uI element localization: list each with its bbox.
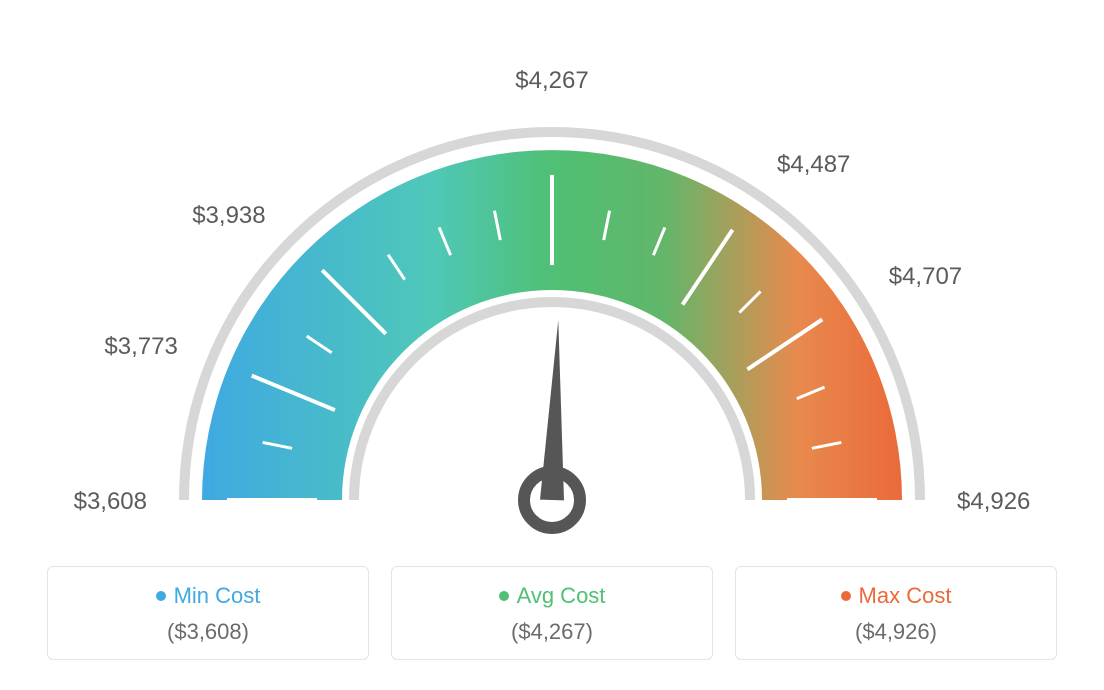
legend-title-max: Max Cost <box>736 583 1056 609</box>
legend-row: Min Cost ($3,608) Avg Cost ($4,267) Max … <box>0 566 1104 660</box>
legend-value-avg: ($4,267) <box>392 619 712 645</box>
dot-icon-max <box>841 591 851 601</box>
gauge-tick-label: $3,773 <box>98 333 178 361</box>
gauge-area: $3,608 $3,773 $3,938 $4,267 $4,487 $4,707 $4,9… <box>0 0 1104 560</box>
legend-card-min: Min Cost ($3,608) <box>47 566 369 660</box>
dot-icon-min <box>156 591 166 601</box>
gauge-tick-label: $4,487 <box>777 151 850 179</box>
legend-card-max: Max Cost ($4,926) <box>735 566 1057 660</box>
legend-title-text-max: Max Cost <box>859 583 952 609</box>
dot-icon-avg <box>499 591 509 601</box>
gauge-chart-container: $3,608 $3,773 $3,938 $4,267 $4,487 $4,707 $4,9… <box>0 0 1104 690</box>
legend-card-avg: Avg Cost ($4,267) <box>391 566 713 660</box>
gauge-svg <box>102 40 1002 560</box>
gauge-tick-label: $4,267 <box>512 67 592 95</box>
legend-title-avg: Avg Cost <box>392 583 712 609</box>
legend-value-max: ($4,926) <box>736 619 1056 645</box>
gauge-tick-label: $3,608 <box>67 488 147 516</box>
legend-title-text-min: Min Cost <box>174 583 261 609</box>
legend-title-text-avg: Avg Cost <box>517 583 606 609</box>
legend-value-min: ($3,608) <box>48 619 368 645</box>
gauge-tick-label: $4,926 <box>957 488 1030 516</box>
legend-title-min: Min Cost <box>48 583 368 609</box>
gauge-tick-label: $3,938 <box>186 202 266 230</box>
gauge-tick-label: $4,707 <box>889 263 962 291</box>
